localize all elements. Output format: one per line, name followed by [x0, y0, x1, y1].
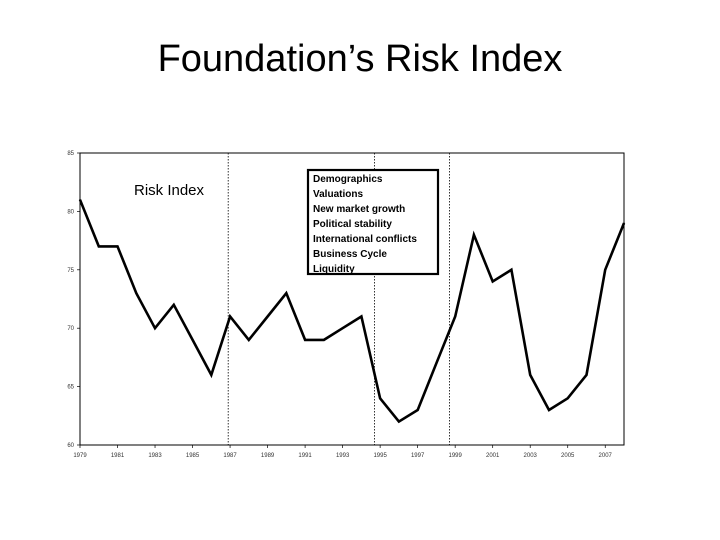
x-tick-label: 2007 [599, 453, 613, 459]
data-point [510, 269, 513, 271]
data-point [323, 339, 325, 341]
data-point [548, 409, 550, 411]
x-tick-label: 1997 [411, 453, 425, 459]
data-point [623, 222, 625, 224]
y-tick-label: 75 [67, 268, 74, 274]
data-point [341, 327, 344, 330]
x-tick-label: 2003 [524, 453, 538, 459]
legend-item: Political stability [313, 219, 392, 230]
data-point [266, 315, 269, 318]
x-tick-label: 1983 [148, 453, 162, 459]
x-tick-label: 1979 [73, 453, 87, 459]
data-point [379, 397, 381, 400]
x-tick-label: 2005 [561, 453, 575, 459]
data-point [285, 292, 288, 294]
slide-title: Foundation’s Risk Index [157, 38, 563, 80]
data-point [454, 315, 456, 318]
legend-item: Demographics [313, 174, 383, 185]
x-tick-label: 1993 [336, 453, 350, 459]
x-tick-label: 1989 [261, 453, 275, 459]
data-point [304, 339, 306, 341]
data-point [398, 420, 400, 423]
y-tick-label: 80 [67, 209, 74, 215]
x-tick-label: 1995 [373, 453, 387, 459]
x-tick-label: 1991 [298, 453, 312, 459]
legend-item: International conflicts [313, 234, 417, 245]
data-point [79, 198, 81, 201]
data-point [529, 374, 532, 376]
data-point [491, 280, 494, 283]
data-point [473, 233, 475, 236]
data-point [97, 245, 100, 248]
y-tick-label: 70 [67, 326, 74, 332]
chart-title: Risk Index [134, 182, 205, 199]
y-tick-label: 85 [67, 151, 74, 157]
legend-box [306, 168, 440, 276]
x-tick-label: 1999 [448, 453, 462, 459]
data-point [210, 374, 213, 376]
data-point [229, 315, 231, 318]
data-point [135, 292, 138, 294]
data-point [566, 397, 569, 400]
legend-item: Liquidity [313, 264, 355, 275]
data-point [435, 362, 438, 365]
data-point [248, 339, 250, 341]
y-tick-label: 60 [67, 443, 74, 449]
data-point [172, 304, 175, 306]
y-tick-label: 65 [67, 385, 74, 391]
legend-item: New market growth [313, 204, 405, 215]
data-point [604, 269, 607, 271]
data-point [585, 374, 588, 376]
x-tick-label: 1987 [223, 453, 237, 459]
data-point [360, 315, 363, 318]
plot-frame [79, 152, 625, 446]
data-point [191, 339, 194, 341]
x-tick-label: 1981 [111, 453, 125, 459]
legend-item: Business Cycle [313, 249, 387, 260]
x-tick-label: 2001 [486, 453, 500, 459]
x-tick-label: 1985 [186, 453, 200, 459]
series-line [78, 199, 626, 424]
legend-item: Valuations [313, 189, 363, 200]
data-point [416, 409, 419, 411]
data-point [116, 245, 119, 248]
data-point [154, 327, 156, 330]
